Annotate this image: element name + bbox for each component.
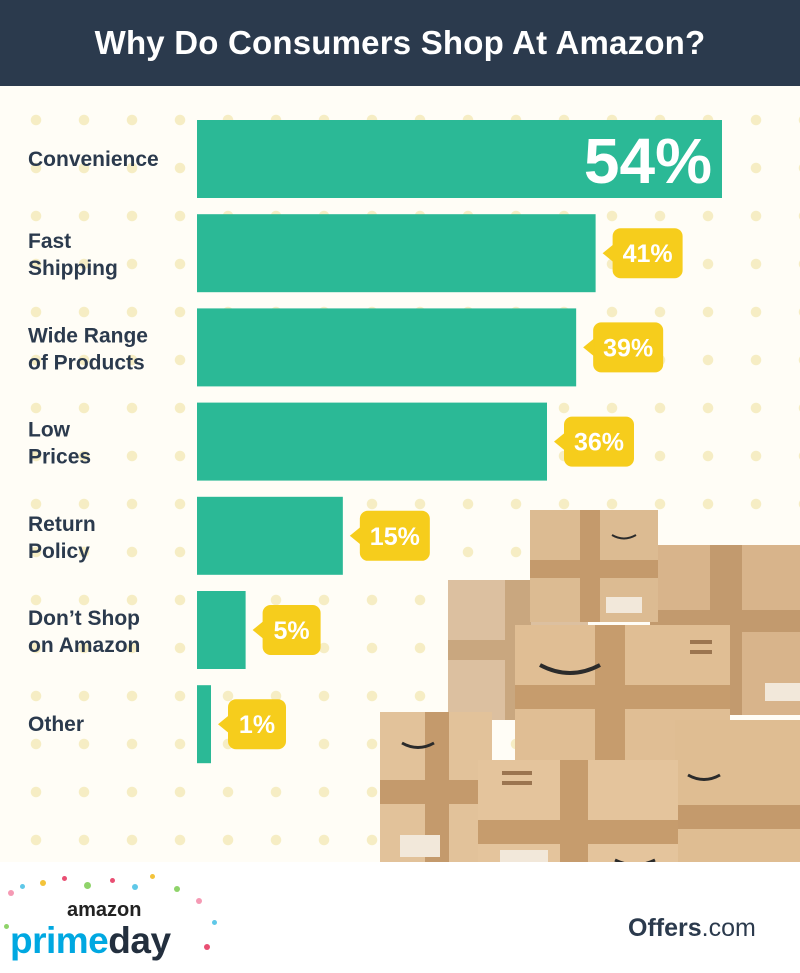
confetti-dot <box>84 882 91 889</box>
category-label: Don’t Shop on Amazon <box>28 607 140 657</box>
bar <box>197 214 596 293</box>
confetti-dot <box>174 886 180 892</box>
callout-bubble <box>228 699 286 750</box>
callout-bubble <box>564 416 634 467</box>
callout-pointer <box>554 432 565 451</box>
prime-text: prime <box>10 920 109 961</box>
bar <box>197 591 246 669</box>
prime-day-logo: primeday <box>10 920 171 962</box>
confetti-dot <box>4 924 9 929</box>
category-label: Low Prices <box>28 419 91 469</box>
amazon-boxes-illustration <box>380 510 800 905</box>
value-label: 41% <box>623 240 673 268</box>
bar <box>197 308 577 387</box>
callout-bubble <box>612 228 683 279</box>
value-label: 36% <box>574 429 624 457</box>
bar <box>197 402 547 481</box>
callout-pointer <box>252 621 264 639</box>
confetti-dot <box>196 898 202 904</box>
confetti-dot <box>212 920 217 925</box>
offers-logo: Offers.com <box>628 914 756 943</box>
value-label: 39% <box>603 334 653 362</box>
callout-bubble <box>262 605 321 655</box>
callout-bubble <box>593 322 664 373</box>
header-banner: Why Do Consumers Shop At Amazon? <box>0 0 800 86</box>
category-label: Return Policy <box>28 513 96 563</box>
value-label: 5% <box>274 617 310 645</box>
value-label: 1% <box>239 711 275 739</box>
amazon-logo-text: amazon <box>67 899 142 921</box>
confetti-dot <box>204 944 210 950</box>
category-label: Convenience <box>28 148 159 171</box>
value-label: 54% <box>584 125 712 197</box>
bar <box>197 496 343 575</box>
confetti-dot <box>8 890 14 896</box>
confetti-dot <box>62 876 67 881</box>
callout-pointer <box>349 526 361 545</box>
callout-bubble <box>359 510 430 561</box>
confetti-dot <box>132 884 138 890</box>
bar <box>197 685 211 764</box>
category-label: Other <box>28 713 84 736</box>
category-label: Fast Shipping <box>28 230 118 280</box>
bar <box>197 120 722 198</box>
callout-pointer <box>583 338 595 357</box>
value-label: 15% <box>370 523 420 551</box>
day-text: day <box>108 920 171 961</box>
callout-pointer <box>602 244 614 263</box>
confetti-dot <box>40 880 46 886</box>
offers-brand-text: Offers <box>628 914 702 942</box>
category-label: Wide Range of Products <box>28 324 148 374</box>
confetti-dot <box>150 874 155 879</box>
offers-suffix-text: .com <box>701 914 756 942</box>
confetti-dot <box>20 884 25 889</box>
confetti-dot <box>110 878 115 883</box>
footer: amazon primeday Offers.com <box>0 862 800 973</box>
callout-pointer <box>218 715 229 734</box>
chart-title: Why Do Consumers Shop At Amazon? <box>94 24 706 61</box>
